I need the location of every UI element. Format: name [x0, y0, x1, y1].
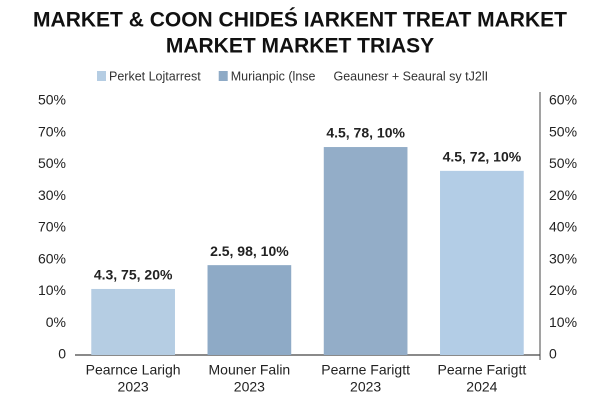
y-tick-label: 50%	[38, 92, 66, 108]
legend-swatch	[97, 71, 106, 81]
legend-label: Murianpic (lnse	[231, 69, 316, 83]
y2-tick-label: 10%	[549, 314, 577, 330]
y-tick-label: 70%	[38, 123, 66, 139]
bar	[323, 147, 408, 355]
legend-label: Geaunesr + Seaural sy tJ2lI	[333, 69, 488, 83]
y-tick-label: 60%	[38, 250, 66, 266]
data-label: 4.3, 75, 20%	[94, 267, 173, 283]
x-tick-label: Pearne Farigtt	[321, 362, 410, 378]
y2-tick-label: 0	[549, 346, 557, 362]
bar	[91, 288, 175, 355]
x-tick-label: 2024	[466, 379, 497, 395]
x-tick-label: Mouner Falin	[209, 362, 291, 378]
bar	[440, 170, 524, 355]
y-tick-label: 0%	[46, 314, 66, 330]
chart-title: MARKET & COON CHIDEŚ IARKENT TREAT MARKE…	[33, 8, 567, 32]
bar	[207, 265, 292, 355]
y-tick-label: 50%	[38, 155, 66, 171]
y2-tick-label: 20%	[549, 187, 577, 203]
x-tick-label: Pearne Farigtt	[438, 362, 527, 378]
x-tick-label: Pearnce Larigh	[86, 362, 181, 378]
data-label: 4.5, 72, 10%	[443, 149, 522, 165]
x-tick-label: 2023	[350, 379, 381, 395]
y2-tick-label: 20%	[549, 282, 577, 298]
legend-swatch	[218, 71, 228, 81]
data-label: 2.5, 98, 10%	[210, 243, 289, 259]
legend-label: Perket Lojtarrest	[109, 69, 201, 83]
y-tick-label: 70%	[38, 219, 66, 235]
chart-title: MARKET MARKET TRIASY	[166, 35, 434, 58]
y-tick-label: 0	[58, 346, 66, 362]
data-label: 4.5, 78, 10%	[326, 125, 405, 141]
y2-tick-label: 50%	[549, 123, 577, 139]
y2-tick-label: 40%	[549, 219, 577, 235]
x-tick-label: 2023	[234, 379, 265, 395]
y-tick-label: 30%	[38, 187, 66, 203]
x-tick-label: 2023	[118, 379, 149, 395]
y-tick-label: 10%	[38, 282, 66, 298]
y2-tick-label: 50%	[549, 155, 577, 171]
y2-tick-label: 60%	[549, 92, 577, 108]
y2-tick-label: 30%	[549, 250, 577, 266]
